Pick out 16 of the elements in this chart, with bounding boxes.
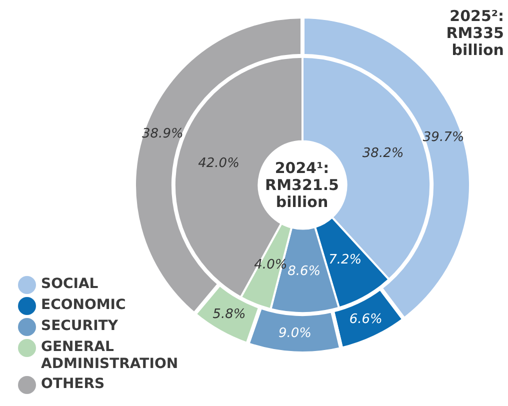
data-label: 9.0% <box>278 326 312 341</box>
data-label: 4.0% <box>254 258 288 273</box>
slice-label: 2024¹: RM321.5 billion <box>264 159 340 211</box>
data-label: 42.0% <box>198 156 240 171</box>
legend-label: ECONOMIC <box>41 297 127 314</box>
legend-label: SECURITY <box>41 318 119 335</box>
legend-label: SOCIAL <box>41 276 100 293</box>
legend-label: GENERAL ADMINISTRATION <box>41 339 180 373</box>
data-label: 7.2% <box>328 252 362 268</box>
data-label: 39.7% <box>422 130 464 146</box>
slice-label: 2025²: RM335 billion <box>445 7 504 59</box>
data-label: 8.6% <box>288 264 321 279</box>
data-label: 5.8% <box>212 306 246 322</box>
data-label: 6.6% <box>349 312 382 327</box>
data-label: 38.2% <box>362 146 404 162</box>
legend-label: OTHERS <box>41 376 106 393</box>
